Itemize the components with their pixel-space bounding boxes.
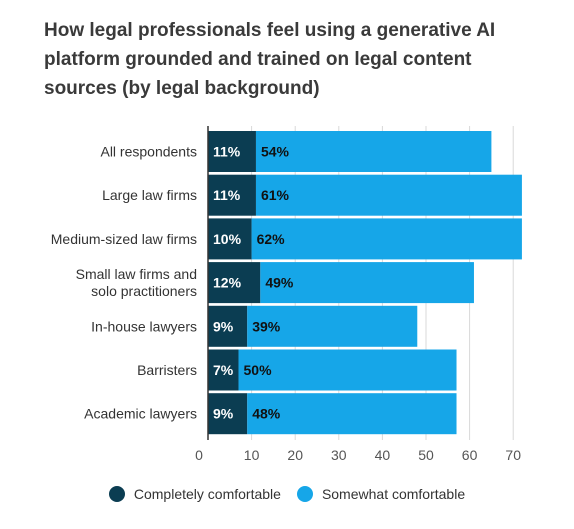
category-label: Small law firms and <box>76 266 197 282</box>
bar-somewhat-comfortable <box>260 262 474 304</box>
category-label: Academic lawyers <box>84 406 197 422</box>
data-label: 50% <box>244 362 273 378</box>
legend-item-somewhat-comfortable[interactable]: Somewhat comfortable <box>296 486 466 502</box>
bar-completely-comfortable <box>208 174 256 216</box>
x-tick-label: 10 <box>244 447 260 463</box>
data-label: 61% <box>261 187 290 203</box>
bar-somewhat-comfortable <box>238 349 457 391</box>
bar-somewhat-comfortable <box>255 131 492 172</box>
legend-label-completely-comfortable: Completely comfortable <box>133 486 281 502</box>
legend-label-somewhat-comfortable: Somewhat comfortable <box>321 486 466 502</box>
x-tick-label: 50 <box>418 447 434 463</box>
category-label: Large law firms <box>102 187 197 203</box>
category-label: Barristers <box>137 362 197 378</box>
data-label: 11% <box>213 187 241 203</box>
category-label: In-house lawyers <box>91 318 197 334</box>
bar-completely-comfortable <box>208 349 239 391</box>
data-label: 48% <box>252 406 281 422</box>
legend-swatch-somewhat-comfortable <box>296 486 313 502</box>
x-tick-label: 60 <box>462 447 478 463</box>
x-tick-label: 30 <box>331 447 347 463</box>
category-label: Medium-sized law firms <box>51 231 197 247</box>
data-label: 10% <box>213 231 242 247</box>
data-label: 49% <box>265 275 294 291</box>
category-label: All respondents <box>100 144 197 160</box>
data-label: 54% <box>261 144 290 160</box>
bar-completely-comfortable <box>208 305 248 347</box>
data-label: 7% <box>213 362 234 378</box>
category-label: solo practitioners <box>91 283 197 299</box>
bar-completely-comfortable <box>208 131 256 172</box>
legend-swatch-completely-comfortable <box>108 486 125 502</box>
bar-somewhat-comfortable <box>251 218 522 260</box>
chart-title: How legal professionals feel using a gen… <box>44 20 496 99</box>
bar-completely-comfortable <box>208 262 261 304</box>
x-tick-label: 70 <box>505 447 521 463</box>
bar-somewhat-comfortable <box>247 305 418 347</box>
data-label: 12% <box>213 275 242 291</box>
data-label: 39% <box>252 318 281 334</box>
bar-completely-comfortable <box>208 393 248 435</box>
data-label: 62% <box>257 231 286 247</box>
bar-somewhat-comfortable <box>247 393 457 435</box>
legend-item-completely-comfortable[interactable]: Completely comfortable <box>108 486 281 502</box>
x-tick-label: 40 <box>375 447 391 463</box>
data-label: 9% <box>213 406 234 422</box>
x-tick-label: 20 <box>287 447 303 463</box>
data-label: 9% <box>213 318 234 334</box>
x-tick-label: 0 <box>195 447 203 463</box>
bar-somewhat-comfortable <box>255 174 522 216</box>
legend: Completely comfortable Somewhat comforta… <box>0 486 574 502</box>
bar-completely-comfortable <box>208 218 252 260</box>
data-label: 11% <box>213 144 241 160</box>
